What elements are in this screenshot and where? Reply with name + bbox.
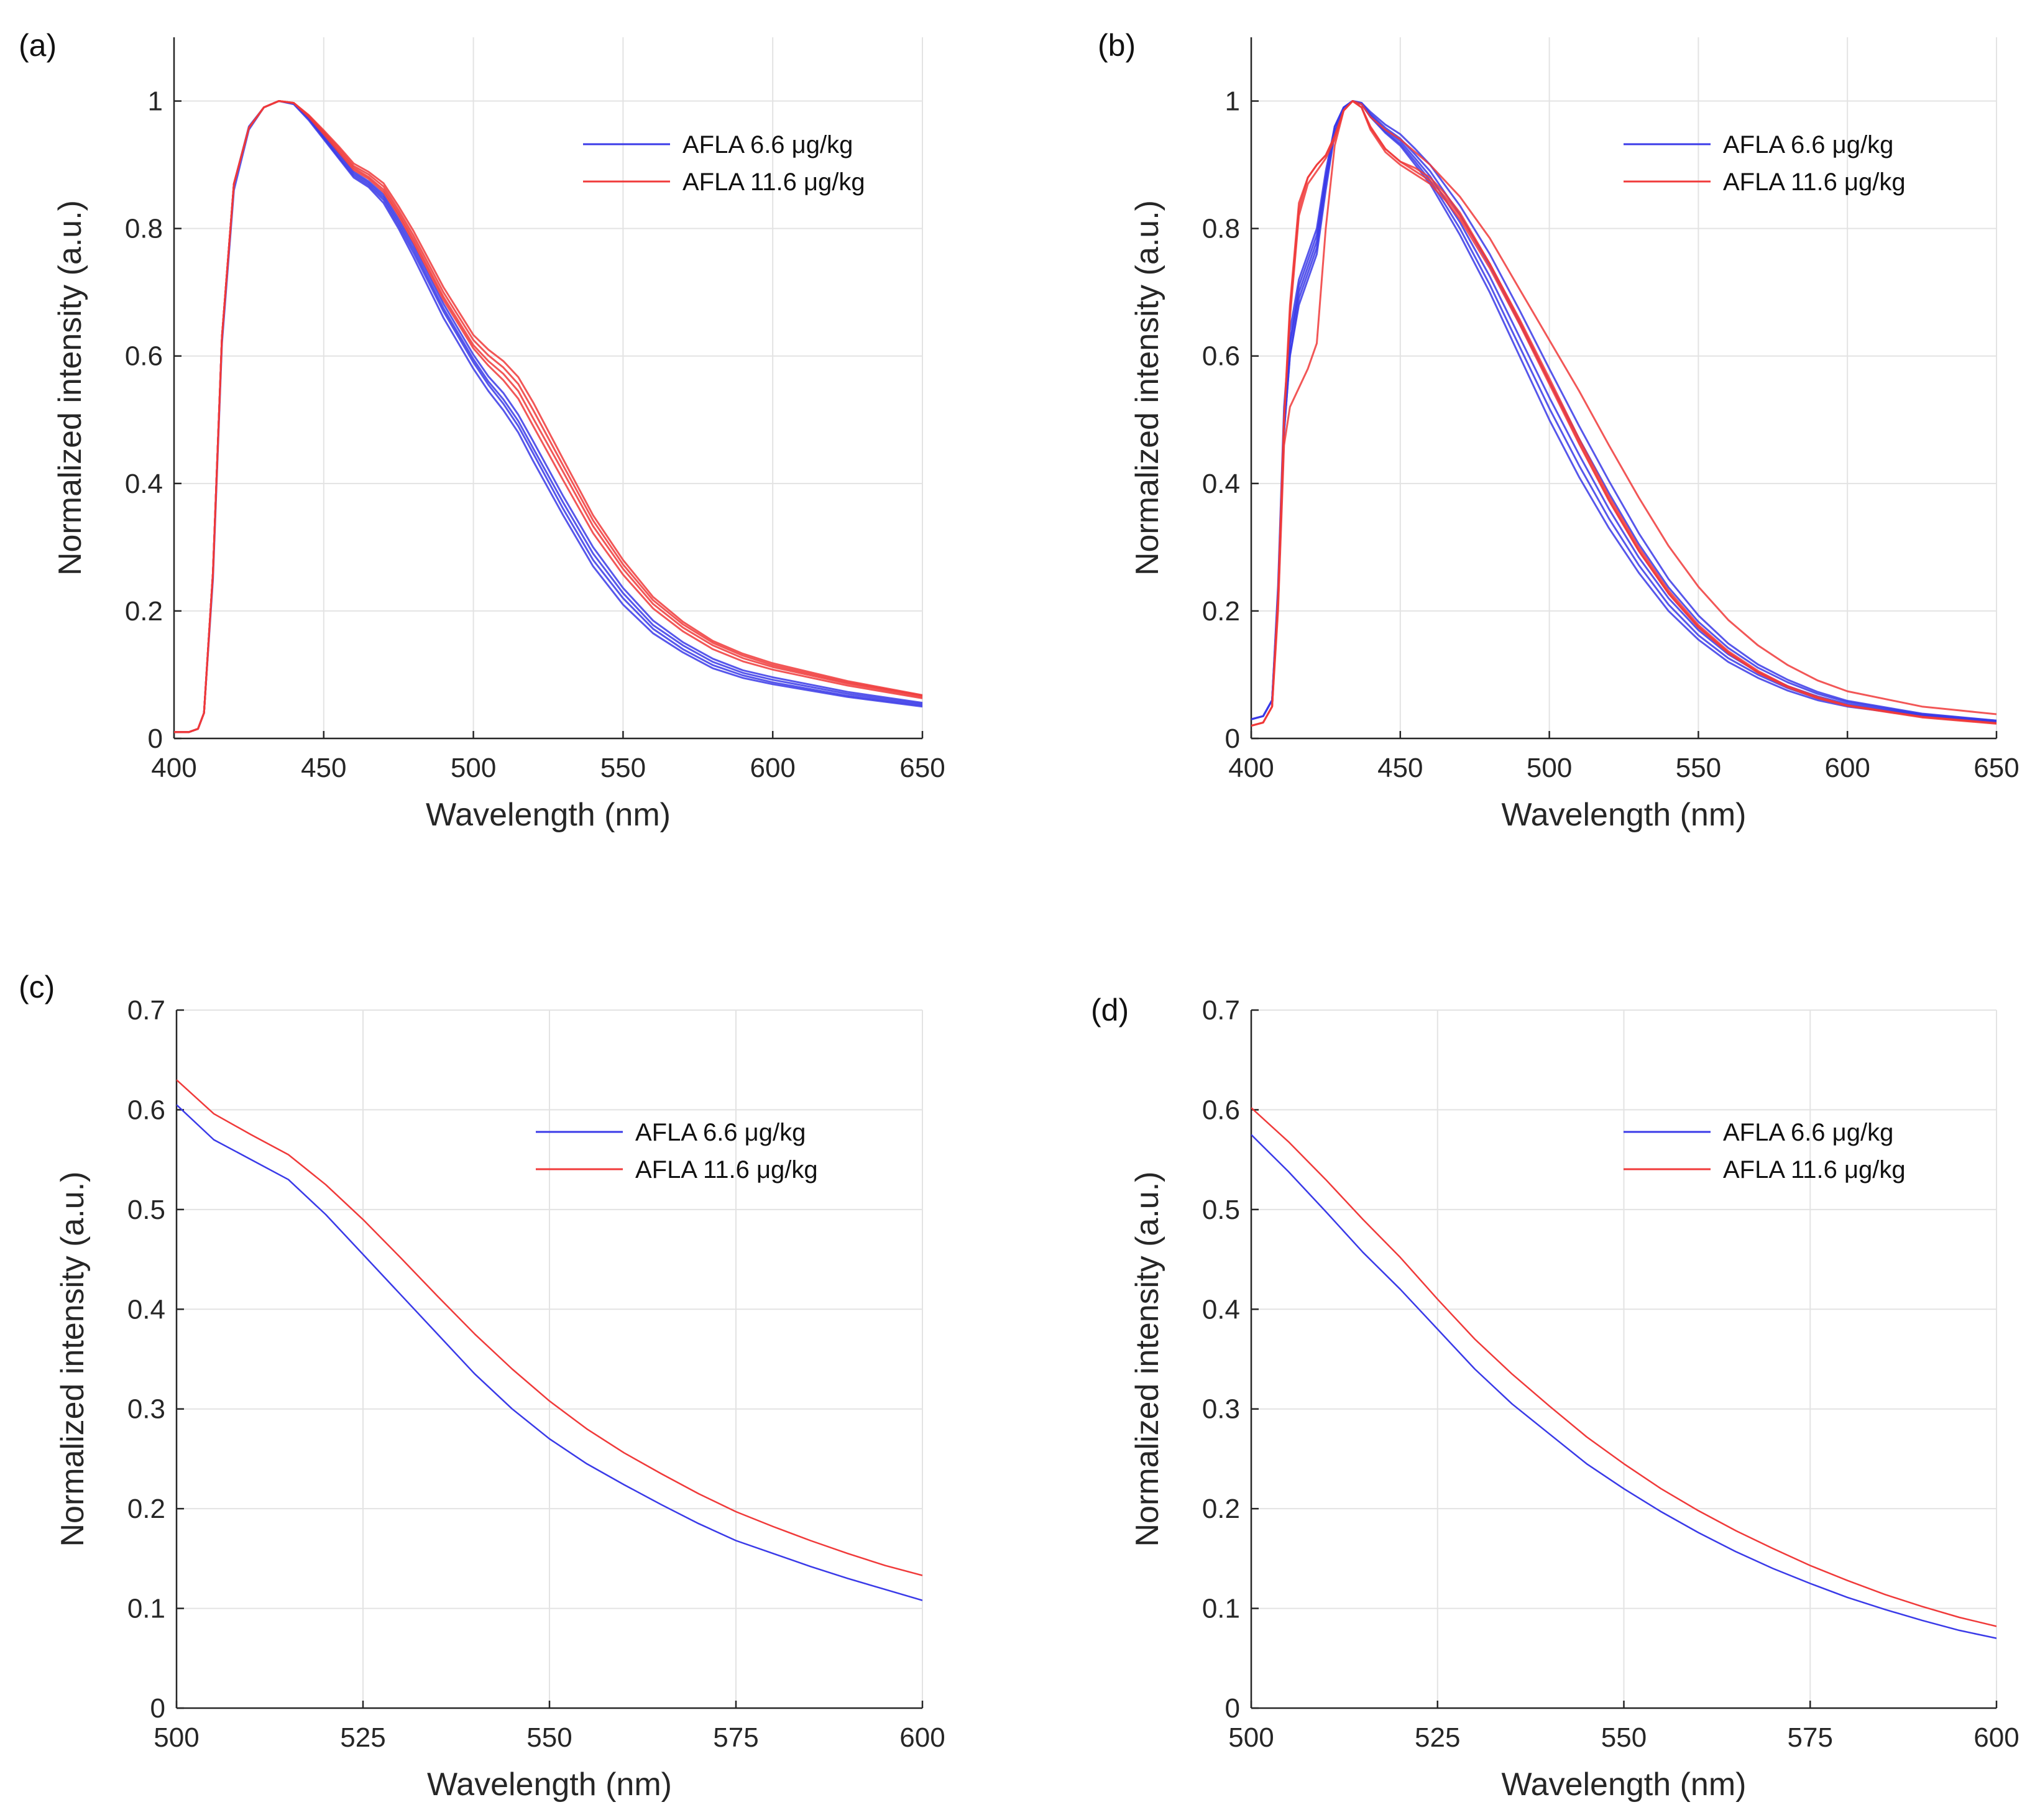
y-tick-label: 0.5 — [1202, 1195, 1240, 1225]
x-tick-label: 575 — [713, 1722, 758, 1753]
series-line-high — [174, 100, 922, 733]
legend: AFLA 6.6 μg/kg AFLA 11.6 μg/kg — [1624, 1119, 1906, 1183]
series-line-high — [1251, 1107, 1996, 1627]
y-tick-label: 0 — [150, 1693, 165, 1724]
x-tick-label: 400 — [1228, 753, 1274, 783]
y-tick-label: 0.2 — [125, 596, 163, 627]
y-tick-label: 0 — [1225, 724, 1240, 754]
x-tick-label: 575 — [1788, 1722, 1833, 1753]
x-tick-label: 450 — [1377, 753, 1423, 783]
x-axis-label: Wavelength (nm) — [1502, 1767, 1747, 1803]
y-tick-label: 0.4 — [127, 1294, 165, 1325]
y-tick-label: 1 — [1225, 86, 1240, 117]
x-tick-label: 600 — [899, 1722, 945, 1753]
legend-label-low: AFLA 6.6 μg/kg — [1723, 131, 1893, 159]
x-tick-label: 600 — [750, 753, 795, 783]
y-tick-label: 0.2 — [1202, 596, 1240, 627]
y-tick-label: 0.7 — [1202, 995, 1240, 1026]
legend-label-high: AFLA 11.6 μg/kg — [1723, 168, 1906, 196]
legend-label-high: AFLA 11.6 μg/kg — [682, 168, 865, 196]
y-axis-label: Normalized intensity (a.u.) — [1129, 200, 1165, 576]
y-tick-label: 0.6 — [127, 1095, 165, 1125]
y-tick-label: 0 — [1225, 1693, 1240, 1724]
y-axis-label: Normalized intensity (a.u.) — [55, 1172, 91, 1547]
series-line-low — [1251, 100, 1996, 723]
x-tick-label: 525 — [1415, 1722, 1460, 1753]
y-tick-label: 0.6 — [1202, 341, 1240, 372]
series-group — [174, 100, 922, 733]
y-tick-label: 0.4 — [1202, 469, 1240, 499]
y-axis-label: Normalized intensity (a.u.) — [1129, 1172, 1165, 1547]
x-tick-label: 550 — [526, 1722, 572, 1753]
x-tick-label: 550 — [600, 753, 646, 783]
x-tick-label: 550 — [1601, 1722, 1647, 1753]
series-line-low — [1251, 100, 1996, 722]
series-line-low — [177, 1104, 922, 1601]
y-tick-label: 0.7 — [127, 995, 165, 1026]
legend-label-high: AFLA 11.6 μg/kg — [1723, 1156, 1906, 1183]
y-tick-label: 1 — [148, 86, 163, 117]
y-tick-label: 0.4 — [1202, 1294, 1240, 1325]
legend-label-low: AFLA 6.6 μg/kg — [635, 1119, 806, 1146]
x-tick-label: 650 — [899, 753, 945, 783]
legend-label-low: AFLA 6.6 μg/kg — [682, 131, 853, 159]
y-tick-label: 0.3 — [1202, 1394, 1240, 1425]
x-axis-label: Wavelength (nm) — [427, 1767, 672, 1803]
y-tick-label: 0.2 — [1202, 1494, 1240, 1524]
chart-panel-b: 400 450 500 550 600 650 0 0.2 0.4 0.6 0.8 1 Waveleng… — [1098, 28, 2019, 833]
x-tick-label: 600 — [1824, 753, 1870, 783]
x-axis-label: Wavelength (nm) — [426, 797, 671, 833]
x-tick-label: 500 — [451, 753, 496, 783]
y-tick-label: 0 — [148, 724, 163, 754]
x-tick-label: 400 — [151, 753, 196, 783]
x-tick-label: 650 — [1973, 753, 2019, 783]
x-tick-label: 550 — [1676, 753, 1721, 783]
series-line-low — [1251, 1134, 1996, 1639]
chart-panel-c: 500 525 550 575 600 0 0.1 0.2 0.3 0.4 0.5 0.6 0.7 Wav… — [19, 970, 945, 1803]
y-axis-label: Normalized intensity (a.u.) — [52, 200, 88, 576]
x-tick-label: 450 — [301, 753, 346, 783]
x-tick-label: 500 — [1228, 1722, 1274, 1753]
x-axis-label: Wavelength (nm) — [1502, 797, 1747, 833]
chart-panel-a: 400 450 500 550 600 650 0 0.2 0.4 0.6 0.8 1 Waveleng… — [19, 28, 945, 833]
series-line-high — [177, 1079, 922, 1576]
x-tick-label: 600 — [1973, 1722, 2019, 1753]
chart-panel-d: 500 525 550 575 600 0 0.1 0.2 0.3 0.4 0.5 0.6 0.7 Wav… — [1091, 993, 2019, 1803]
y-tick-label: 0.8 — [1202, 214, 1240, 244]
y-tick-label: 0.8 — [125, 214, 163, 244]
legend: AFLA 6.6 μg/kg AFLA 11.6 μg/kg — [583, 131, 865, 196]
x-tick-label: 525 — [340, 1722, 385, 1753]
series-group — [1251, 1107, 1996, 1639]
x-tick-label: 500 — [154, 1722, 199, 1753]
panel-label: (a) — [19, 28, 57, 63]
legend: AFLA 6.6 μg/kg AFLA 11.6 μg/kg — [1624, 131, 1906, 196]
legend-label-high: AFLA 11.6 μg/kg — [635, 1156, 818, 1183]
series-line-high — [1251, 100, 1996, 727]
panel-label: (d) — [1091, 993, 1129, 1027]
y-tick-label: 0.6 — [125, 341, 163, 372]
series-group — [1251, 100, 1996, 727]
panel-label: (b) — [1098, 28, 1136, 63]
y-tick-label: 0.1 — [1202, 1594, 1240, 1624]
y-tick-label: 0.4 — [125, 469, 163, 499]
y-tick-label: 0.6 — [1202, 1095, 1240, 1125]
y-tick-label: 0.2 — [127, 1494, 165, 1524]
y-tick-label: 0.5 — [127, 1195, 165, 1225]
legend: AFLA 6.6 μg/kg AFLA 11.6 μg/kg — [536, 1119, 818, 1183]
y-tick-label: 0.3 — [127, 1394, 165, 1425]
x-tick-label: 500 — [1527, 753, 1572, 783]
panel-label: (c) — [19, 970, 55, 1004]
series-line-low — [1251, 100, 1996, 722]
legend-label-low: AFLA 6.6 μg/kg — [1723, 1119, 1893, 1146]
y-tick-label: 0.1 — [127, 1594, 165, 1624]
series-group — [177, 1079, 922, 1601]
